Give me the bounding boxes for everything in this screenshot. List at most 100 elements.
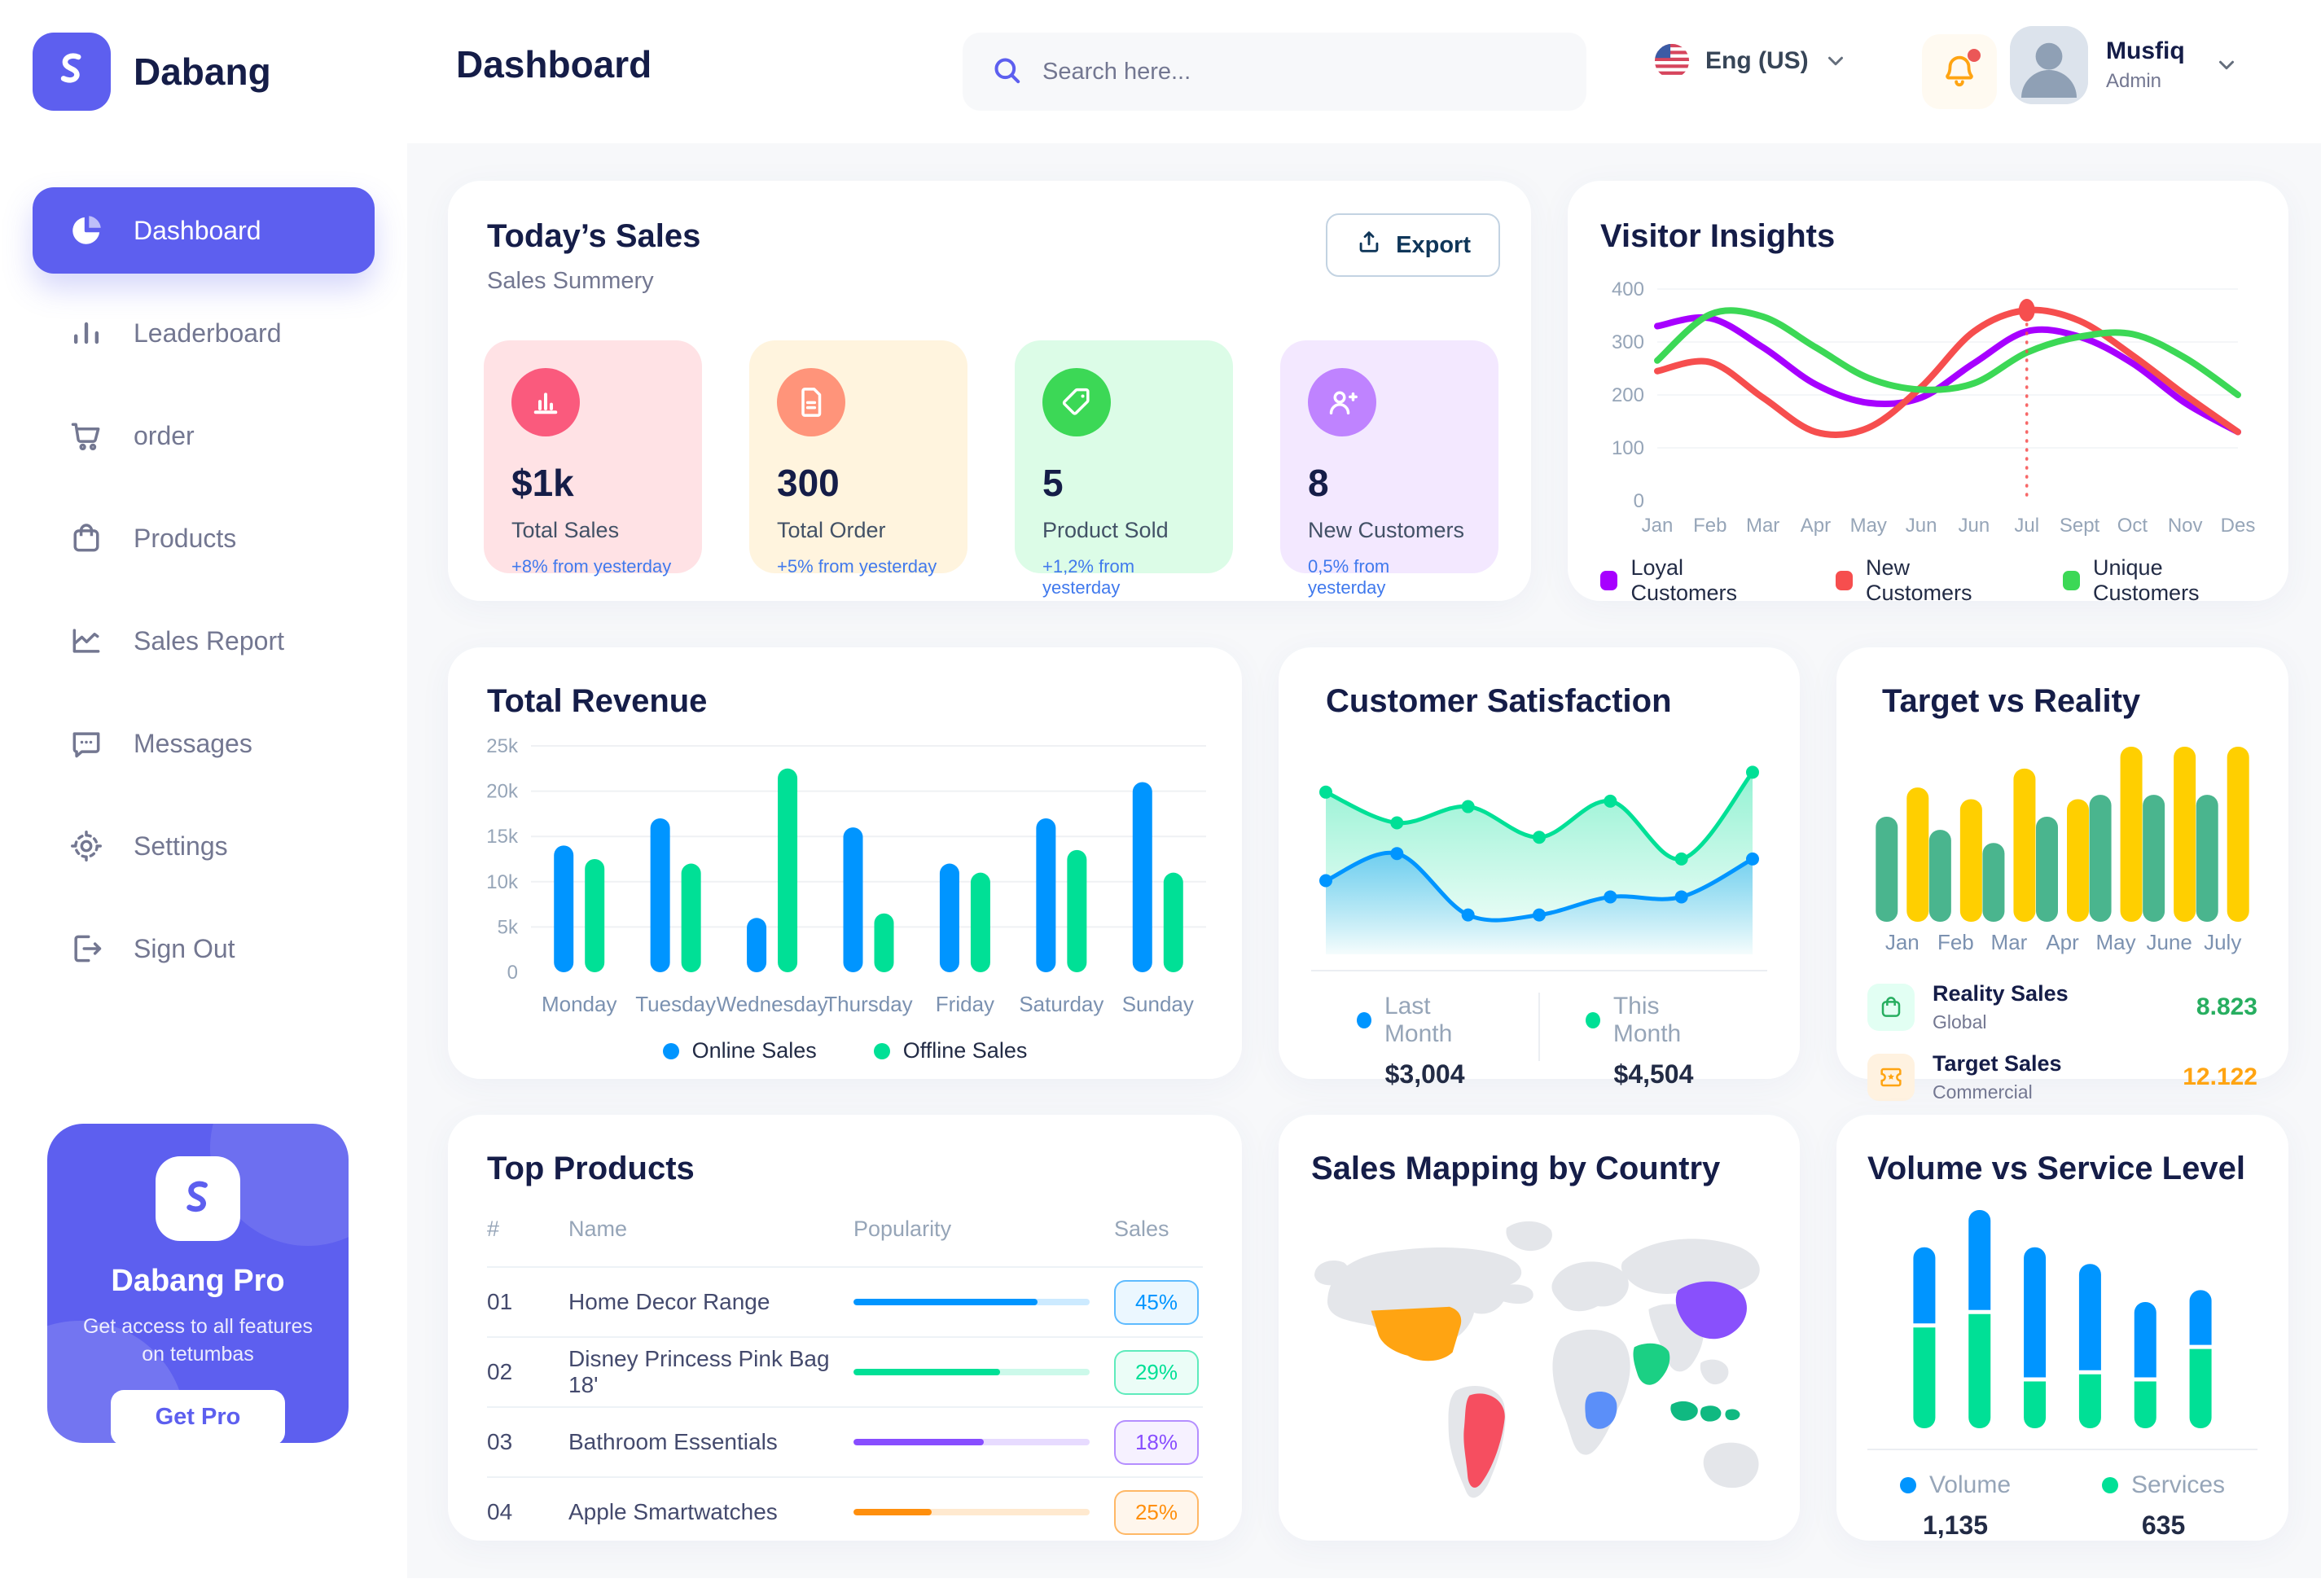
stat-delta: 0,5% from yesterday xyxy=(1308,556,1390,598)
reality-sales-sublabel: Global xyxy=(1933,1011,1987,1033)
popularity-bar xyxy=(853,1369,1090,1375)
services-value: 635 xyxy=(2141,1510,2186,1540)
map-usa xyxy=(1371,1306,1462,1361)
search-bar[interactable] xyxy=(963,33,1586,111)
stat-value: 8 xyxy=(1308,462,1329,504)
linechart-icon xyxy=(68,623,104,659)
sidebar-item-label: Products xyxy=(134,523,237,553)
sidebar-item-sales-report[interactable]: Sales Report xyxy=(33,598,375,684)
customer-satisfaction-title: Customer Satisfaction xyxy=(1326,683,1672,719)
volume-label: Volume xyxy=(1928,1471,2012,1498)
map-russia xyxy=(1621,1239,1760,1294)
sidebar-item-leaderboard[interactable]: Leaderboard xyxy=(33,290,375,376)
stat-label: Total Sales xyxy=(511,518,620,542)
table-row: 04 Apple Smartwatches 25% xyxy=(487,1476,1203,1546)
bell-icon xyxy=(1941,51,1978,93)
sales-mapping-title: Sales Mapping by Country xyxy=(1311,1151,1721,1186)
map-africa xyxy=(1552,1329,1630,1455)
svg-text:400: 400 xyxy=(1612,278,1644,300)
notification-dot xyxy=(1968,49,1981,62)
map-china xyxy=(1675,1281,1747,1340)
top-products-card: Top Products # Name Popularity Sales 01 … xyxy=(448,1115,1242,1541)
search-input[interactable] xyxy=(1042,58,1559,86)
this-month-value: $4,504 xyxy=(1613,1059,1694,1089)
pro-card: Dabang Pro Get access to all features on… xyxy=(47,1124,349,1443)
sales-badge: 18% xyxy=(1114,1419,1199,1465)
sidebar-item-messages[interactable]: Messages xyxy=(33,700,375,787)
product-name: Disney Princess Pink Bag 18' xyxy=(568,1346,830,1397)
map-indonesia xyxy=(1670,1401,1740,1422)
reality-sales-legend: Reality Sales Global 8.823 xyxy=(1867,981,2257,1033)
gear-icon xyxy=(68,828,104,864)
legend-label: Unique Customers xyxy=(2093,555,2200,605)
notification-button[interactable] xyxy=(1922,34,1997,109)
sidebar-item-settings[interactable]: Settings xyxy=(33,803,375,889)
export-button[interactable]: Export xyxy=(1326,213,1500,277)
stats-row: $1k Total Sales +8% from yesterday 300 T… xyxy=(484,340,1498,598)
svg-text:Thursday: Thursday xyxy=(824,992,912,1016)
svg-text:Wednesday: Wednesday xyxy=(717,992,828,1016)
content: Today’s Sales Sales Summery Export $1k T… xyxy=(407,143,2321,1578)
sales-badge: 29% xyxy=(1114,1349,1199,1395)
volume-service-title: Volume vs Service Level xyxy=(1867,1151,2245,1186)
svg-text:Mar: Mar xyxy=(1746,515,1779,537)
svg-text:20k: 20k xyxy=(486,781,519,803)
legend-this-month: This Month $4,504 xyxy=(1540,993,1767,1090)
svg-text:Saturday: Saturday xyxy=(1019,992,1103,1016)
signout-icon xyxy=(68,931,104,967)
table-row: 01 Home Decor Range 45% xyxy=(487,1266,1203,1336)
sidebar-item-dashboard[interactable]: Dashboard xyxy=(33,187,375,274)
product-number: 04 xyxy=(487,1499,513,1524)
legend-item: Unique Customers xyxy=(2062,555,2256,606)
brand: Dabang xyxy=(33,33,271,111)
svg-text:Tuesday: Tuesday xyxy=(635,992,716,1016)
user-role: Admin xyxy=(2106,70,2162,92)
revenue-legend: Online Sales Offline Sales xyxy=(472,1038,1218,1063)
sales-badge: 25% xyxy=(1114,1489,1199,1535)
services-label: Services xyxy=(2131,1471,2226,1498)
svg-text:Apr: Apr xyxy=(2046,930,2079,954)
sidebar-item-order[interactable]: order xyxy=(33,392,375,479)
user-menu[interactable]: Musfiq Admin xyxy=(2010,26,2239,104)
logo-icon xyxy=(50,49,93,95)
stat-delta: +5% from yesterday xyxy=(777,556,937,577)
target-sales-sublabel: Commercial xyxy=(1933,1081,2033,1103)
svg-text:Feb: Feb xyxy=(1937,930,1974,954)
top-products-title: Top Products xyxy=(487,1151,695,1186)
sidebar-item-products[interactable]: Products xyxy=(33,495,375,581)
svg-text:300: 300 xyxy=(1612,331,1644,353)
chevron-down-icon xyxy=(2214,53,2239,77)
svg-text:Jan: Jan xyxy=(1885,930,1920,954)
target-sales-legend: Target Sales Commercial 12.122 xyxy=(1867,1051,2257,1103)
user-name: Musfiq xyxy=(2106,37,2185,64)
map-saudi xyxy=(1633,1343,1670,1385)
stat-label: Total Order xyxy=(777,518,886,542)
language-selector[interactable]: Eng (US) xyxy=(1653,42,1848,80)
top-products-rows: 01 Home Decor Range 45% 02 Disney Prince… xyxy=(487,1266,1203,1546)
svg-text:Sunday: Sunday xyxy=(1122,992,1194,1016)
sidebar-item-label: order xyxy=(134,420,195,450)
legend-swatch xyxy=(2062,571,2081,590)
sidebar-item-sign-out[interactable]: Sign Out xyxy=(33,905,375,992)
volume-value: 1,135 xyxy=(1922,1510,1989,1540)
stattag-icon xyxy=(1042,368,1111,436)
svg-text:Jan: Jan xyxy=(1642,515,1674,537)
get-pro-button[interactable]: Get Pro xyxy=(111,1389,285,1443)
total-revenue-chart: 0 5k 10k 15k 20k 25k Monday Tuesday WednesdayThu… xyxy=(486,735,1206,1016)
product-number: 02 xyxy=(487,1359,513,1384)
svg-text:Nov: Nov xyxy=(2168,515,2203,537)
user-info: Musfiq Admin xyxy=(2106,37,2185,93)
sidebar-item-label: Sales Report xyxy=(134,625,284,656)
customer-satisfaction-card: Customer Satisfaction Last Month $3,004 … xyxy=(1279,647,1800,1089)
total-revenue-card: Total Revenue 0 5k 10k 15k 20k 25k Monday Tuesd… xyxy=(448,647,1242,1079)
stat-label: Product Sold xyxy=(1042,518,1169,542)
export-icon xyxy=(1355,228,1383,262)
svg-text:25k: 25k xyxy=(486,735,519,757)
services-dot xyxy=(2102,1477,2119,1493)
map-greenland xyxy=(1506,1221,1552,1252)
svg-text:15k: 15k xyxy=(486,826,519,848)
todays-sales-subtitle: Sales Summery xyxy=(487,268,654,294)
svg-text:100: 100 xyxy=(1612,437,1644,459)
map-se-asia xyxy=(1700,1359,1729,1385)
